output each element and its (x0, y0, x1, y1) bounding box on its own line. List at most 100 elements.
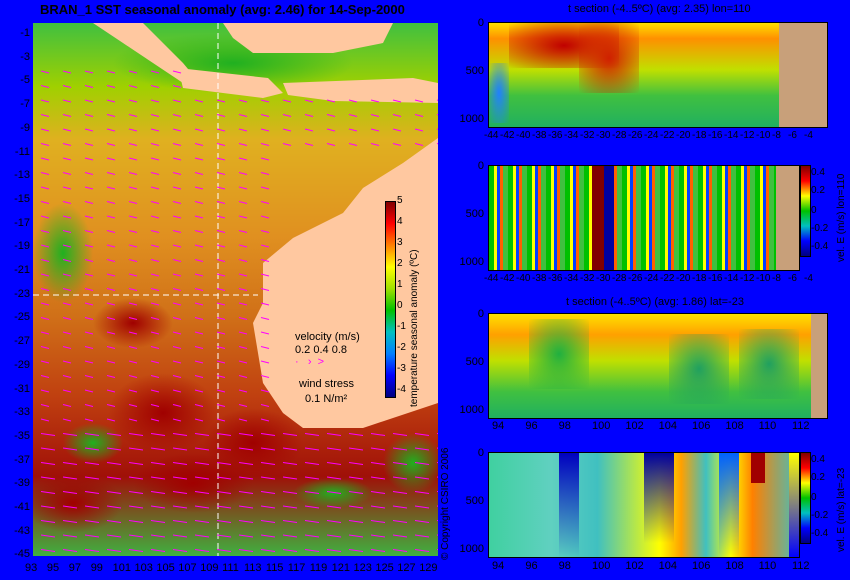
wind-vector (106, 418, 116, 422)
wind-vector (84, 375, 94, 378)
x-tick-label: -40 (516, 130, 531, 141)
wind-vector (106, 462, 122, 465)
wind-vector (62, 404, 72, 407)
wind-vector (392, 143, 402, 146)
wind-vector (348, 143, 358, 146)
wind-vector (326, 433, 342, 436)
wind-vector (260, 273, 270, 277)
wind-vector (304, 447, 320, 451)
wind-vector (172, 462, 188, 465)
wind-vector (40, 520, 56, 523)
wind-vector (106, 143, 116, 146)
wind-vector (238, 201, 248, 204)
wind-vector (106, 534, 122, 538)
wind-vector (172, 375, 182, 378)
wind-vector (150, 476, 166, 480)
colorbar-tick: 0 (811, 205, 817, 216)
wind-vector (326, 549, 342, 552)
wind-vector (216, 114, 226, 117)
lon-tick-label: 111 (222, 562, 239, 574)
wind-vector (216, 331, 226, 335)
wind-vector (106, 520, 122, 523)
wind-vector (238, 186, 248, 190)
wind-vector (260, 302, 270, 306)
x-tick-label: -6 (788, 273, 797, 284)
wind-vector (62, 70, 72, 74)
wind-vector (172, 549, 188, 552)
wind-vector (62, 201, 72, 204)
wind-vector (84, 143, 94, 146)
x-tick-label: 94 (492, 420, 505, 432)
wind-vector (40, 70, 50, 74)
wind-vector (84, 404, 94, 407)
lat-tick-label: -13 (14, 169, 30, 182)
wind-vector (282, 491, 298, 494)
wind-vector (370, 114, 380, 117)
colorbar-tick: 0.2 (811, 185, 825, 196)
wind-vector (84, 172, 94, 175)
wind-vector (172, 70, 182, 74)
velocity-legend-label: velocity (m/s) (295, 331, 360, 343)
wind-vector (128, 505, 144, 509)
wind-vector (40, 288, 50, 291)
wind-vector (62, 215, 72, 219)
wind-vector (150, 114, 160, 117)
wind-vector (238, 404, 248, 407)
wind-vector (370, 128, 380, 132)
wind-vector (348, 491, 364, 494)
map-lon-axis: 93 95 97 99 101 103 105 107 109 111 113 115 117 119 12… (25, 562, 438, 578)
panel-x-axis: -44 -42 -40 -38 -36 -34 -32 -30 -28 -26 -24 -22 -20-… (484, 130, 826, 144)
x-tick-label: -30 (596, 273, 611, 284)
map-colorbar-label: temperature seasonal anomaly (ºC) (409, 249, 420, 407)
lon-tick-label: 103 (134, 562, 153, 574)
wind-vector (216, 433, 232, 436)
x-tick-label: 108 (725, 560, 744, 572)
wind-vector (106, 302, 116, 306)
wind-vector (216, 505, 232, 509)
wind-vector (194, 360, 204, 364)
wind-vector (150, 404, 160, 407)
wind-vector (194, 317, 204, 320)
wind-vector (194, 389, 204, 393)
x-tick-label: 102 (625, 420, 644, 432)
x-tick-label: 102 (625, 560, 644, 572)
lat-tick-label: -33 (14, 406, 30, 419)
wind-vector (150, 447, 166, 451)
wind-vector (260, 157, 270, 161)
wind-vector (84, 99, 94, 103)
wind-vector (84, 418, 94, 422)
wind-vector (414, 491, 430, 494)
wind-vector (84, 491, 100, 494)
vel-lon-colorbar-label: vel. E (m/s) lon=110 (836, 173, 847, 262)
sumatra-land (93, 23, 193, 83)
lesser-sunda-land (283, 78, 438, 103)
wind-vector (260, 462, 276, 465)
wind-vector (106, 186, 116, 190)
x-tick-label: -8 (772, 130, 781, 141)
wind-vector (150, 360, 160, 364)
wind-vector (326, 447, 342, 451)
lon-tick-label: 101 (112, 562, 131, 574)
wind-vector (62, 549, 78, 552)
wind-legend-scale: 0.1 N/m² (305, 393, 348, 405)
wind-vector (260, 215, 270, 219)
wind-vector (304, 462, 320, 465)
wind-vector (414, 433, 430, 436)
lon-tick-label: 123 (353, 562, 372, 574)
wind-vector (194, 114, 204, 117)
x-tick-label: -34 (564, 130, 579, 141)
wind-vector (106, 114, 116, 117)
wind-vector (62, 128, 72, 132)
wind-vector (194, 549, 210, 552)
wind-vector (84, 505, 100, 509)
wind-vector (40, 128, 50, 132)
wind-vector (84, 186, 94, 190)
wind-vector (40, 462, 56, 465)
x-tick-label: -14 (724, 130, 739, 141)
wind-vector (128, 288, 138, 291)
wind-vector (392, 520, 408, 523)
colorbar-tick: -2 (397, 342, 406, 353)
wind-vector (348, 549, 364, 552)
wind-vector (370, 549, 386, 552)
depth-tick-label: 1000 (459, 543, 484, 555)
